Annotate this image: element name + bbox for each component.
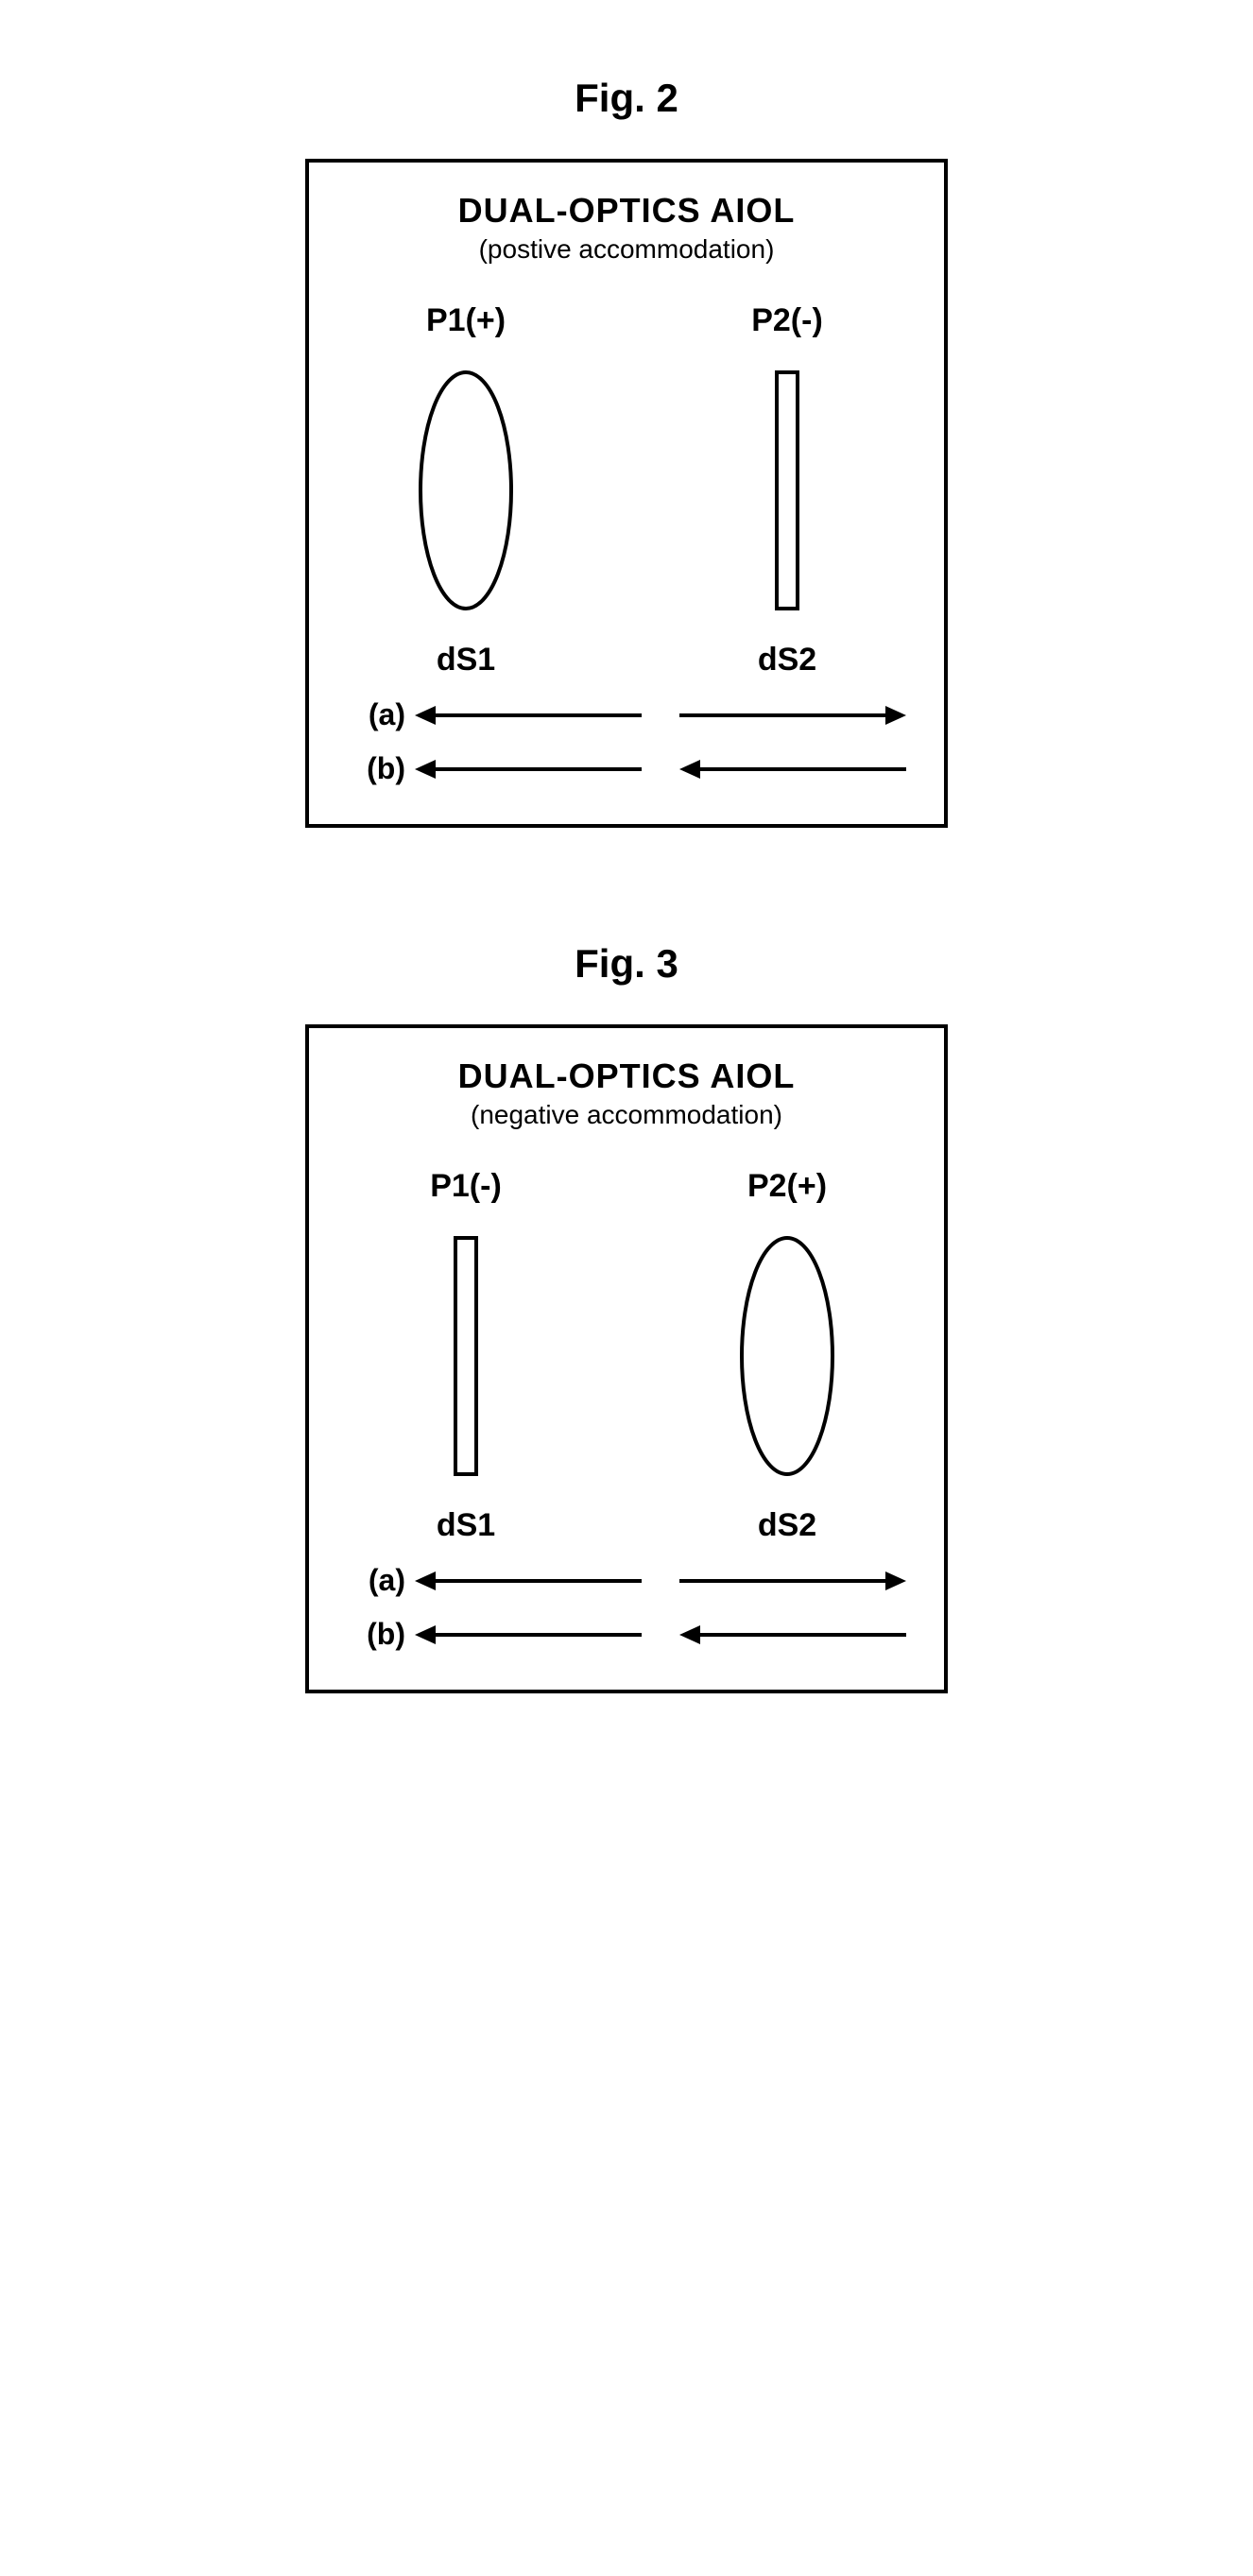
ds-row: dS1 dS2 xyxy=(347,642,906,678)
optics-row: P1(-) P2(+) xyxy=(347,1168,906,1479)
biconvex-svg xyxy=(414,368,518,613)
figure-3-wrap: DUAL-OPTICS AIOL (negative accommodation… xyxy=(0,1024,1253,1693)
panel-subtitle: (negative accommodation) xyxy=(347,1100,906,1130)
arrow-cells xyxy=(415,753,906,785)
figure-label: Fig. 2 xyxy=(0,76,1253,121)
arrow-left-icon xyxy=(679,753,906,785)
ds-row: dS1 dS2 xyxy=(347,1507,906,1544)
ds-label: dS2 xyxy=(702,1507,872,1544)
optics-row: P1(+) P2(-) xyxy=(347,302,906,613)
ds-label: dS2 xyxy=(702,642,872,678)
optic-col-1: P1(+) xyxy=(381,302,551,613)
arrow-row-b: (b) xyxy=(347,1617,906,1652)
optic-label: P2(-) xyxy=(751,302,823,339)
figure-2-wrap: DUAL-OPTICS AIOL (postive accommodation)… xyxy=(0,159,1253,828)
optic-col-2: P2(+) xyxy=(702,1168,872,1479)
arrow-row-a: (a) xyxy=(347,697,906,732)
arrow-left-icon xyxy=(415,699,642,731)
biconvex-lens-icon xyxy=(414,368,518,613)
biconvex-svg xyxy=(735,1233,839,1479)
ds-label: dS1 xyxy=(381,642,551,678)
arrow-right-icon xyxy=(679,699,906,731)
panel-subtitle: (postive accommodation) xyxy=(347,234,906,265)
optic-label: P1(+) xyxy=(426,302,506,339)
biconvex-lens-icon xyxy=(735,1233,839,1479)
page: Fig. 2 DUAL-OPTICS AIOL (postive accommo… xyxy=(0,0,1253,1882)
arrow-grid: (a) (b) xyxy=(347,1563,906,1652)
arrow-cells xyxy=(415,1619,906,1651)
row-tag: (a) xyxy=(347,1563,405,1598)
arrow-cells xyxy=(415,699,906,731)
figure-3-panel: DUAL-OPTICS AIOL (negative accommodation… xyxy=(305,1024,948,1693)
ds-label: dS1 xyxy=(381,1507,551,1544)
panel-title: DUAL-OPTICS AIOL xyxy=(347,1056,906,1096)
figure-label: Fig. 3 xyxy=(0,941,1253,987)
figure-2-panel: DUAL-OPTICS AIOL (postive accommodation)… xyxy=(305,159,948,828)
arrow-left-icon xyxy=(679,1619,906,1651)
arrow-right-icon xyxy=(679,1565,906,1597)
optic-label: P2(+) xyxy=(747,1168,827,1205)
slab-lens-icon xyxy=(768,368,806,613)
arrow-left-icon xyxy=(415,753,642,785)
optic-col-1: P1(-) xyxy=(381,1168,551,1479)
arrow-row-b: (b) xyxy=(347,751,906,786)
panel-title: DUAL-OPTICS AIOL xyxy=(347,191,906,231)
optic-col-2: P2(-) xyxy=(702,302,872,613)
slab-lens-icon xyxy=(447,1233,485,1479)
optic-label: P1(-) xyxy=(430,1168,502,1205)
row-tag: (b) xyxy=(347,751,405,786)
arrow-grid: (a) (b) xyxy=(347,697,906,786)
arrow-cells xyxy=(415,1565,906,1597)
slab-svg xyxy=(768,368,806,613)
slab-svg xyxy=(447,1233,485,1479)
row-tag: (a) xyxy=(347,697,405,732)
row-tag: (b) xyxy=(347,1617,405,1652)
arrow-row-a: (a) xyxy=(347,1563,906,1598)
arrow-left-icon xyxy=(415,1565,642,1597)
arrow-left-icon xyxy=(415,1619,642,1651)
